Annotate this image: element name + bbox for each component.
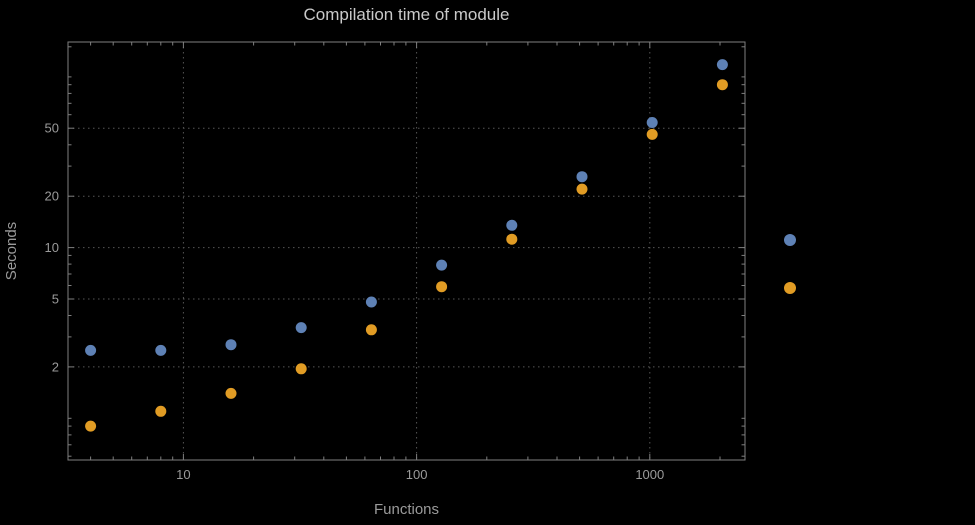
data-point <box>225 387 237 399</box>
x-tick-label: 100 <box>406 467 428 482</box>
chart-title: Compilation time of module <box>303 5 510 24</box>
y-tick-label: 50 <box>45 121 59 136</box>
data-point <box>365 324 377 336</box>
data-point <box>225 339 237 351</box>
legend-marker <box>784 234 796 246</box>
y-tick-label: 5 <box>52 292 59 307</box>
data-point <box>576 171 588 183</box>
data-point <box>646 128 658 140</box>
data-point <box>576 183 588 195</box>
y-tick-label: 10 <box>45 240 59 255</box>
data-point <box>716 59 728 71</box>
plot-frame <box>67 41 746 461</box>
data-point <box>85 420 97 432</box>
legend-marker <box>784 282 796 294</box>
data-point <box>646 117 658 128</box>
data-point <box>716 79 728 91</box>
data-point <box>365 296 377 308</box>
data-point <box>436 281 448 293</box>
x-tick-label: 1000 <box>635 467 664 482</box>
data-point <box>85 344 97 356</box>
data-point <box>295 363 307 375</box>
x-tick-label: 10 <box>176 467 190 482</box>
data-point <box>155 405 167 417</box>
data-point <box>295 322 307 334</box>
x-axis-label: Functions <box>373 501 440 518</box>
data-point <box>155 344 167 356</box>
y-tick-label: 2 <box>52 359 59 374</box>
data-point <box>436 259 448 271</box>
data-point <box>506 233 518 245</box>
y-tick-label: 20 <box>45 189 59 204</box>
data-point <box>506 219 518 231</box>
y-axis-label: Seconds <box>3 221 20 281</box>
